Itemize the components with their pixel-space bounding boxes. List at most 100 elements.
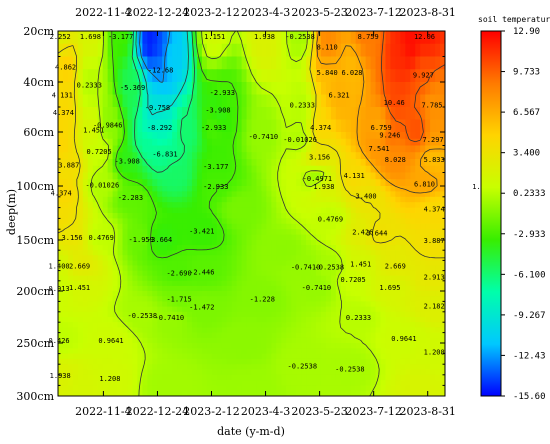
heatmap-cell — [172, 172, 178, 180]
heatmap-cell — [127, 306, 134, 313]
heatmap-cell — [425, 337, 431, 344]
heatmap-cell — [196, 186, 203, 192]
heatmap-cell — [385, 69, 392, 83]
heatmap-cell — [87, 270, 94, 277]
heatmap-cell — [330, 31, 337, 45]
heatmap-cell — [226, 369, 233, 376]
heatmap-cell — [142, 145, 148, 153]
heatmap-cell — [415, 380, 421, 386]
heatmap-cell — [306, 327, 312, 334]
heatmap-cell — [157, 301, 163, 308]
heatmap-cell — [306, 380, 312, 386]
heatmap-cell — [261, 255, 267, 261]
colorbar-tick-label: 0.2333 — [513, 189, 546, 199]
heatmap-cell — [395, 172, 401, 180]
heatmap-cell — [216, 260, 223, 267]
heatmap-cell — [330, 306, 337, 313]
heatmap-cell — [162, 255, 168, 261]
heatmap-cell — [335, 265, 342, 272]
heatmap-cell — [400, 94, 406, 108]
heatmap-cell — [415, 317, 421, 323]
heatmap-cell — [107, 296, 114, 302]
heatmap-cell — [127, 31, 134, 45]
heatmap-cell — [102, 337, 109, 344]
heatmap-cell — [77, 145, 84, 153]
heatmap-cell — [276, 390, 282, 396]
heatmap-cell — [112, 165, 119, 174]
heatmap-cell — [440, 207, 445, 214]
heatmap-cell — [246, 223, 253, 230]
heatmap-cell — [137, 275, 143, 282]
heatmap-cell — [385, 369, 392, 376]
contour-label: -3.664 — [147, 236, 172, 244]
contour-line — [58, 31, 445, 259]
heatmap-cell — [261, 322, 267, 328]
heatmap-cell — [400, 291, 406, 297]
heatmap-cell — [370, 317, 377, 323]
heatmap-cell — [92, 255, 99, 261]
heatmap-cell — [425, 94, 431, 108]
heatmap-cell — [246, 145, 253, 153]
heatmap-cell — [246, 301, 253, 308]
heatmap-cell — [365, 358, 372, 365]
heatmap-cell — [320, 132, 327, 140]
heatmap-cell — [256, 213, 263, 219]
heatmap-cell — [425, 56, 431, 70]
heatmap-cell — [266, 202, 272, 209]
heatmap-cell — [390, 291, 396, 297]
colorbar-gradient — [480, 30, 502, 397]
heatmap-cell — [196, 202, 203, 209]
heatmap-cell — [122, 145, 129, 153]
heatmap-cell — [177, 380, 183, 386]
heatmap-cell — [291, 196, 297, 203]
heatmap-cell — [67, 56, 74, 70]
heatmap-cell — [425, 260, 431, 267]
heatmap-cell — [221, 390, 228, 396]
heatmap-cell — [97, 385, 104, 392]
heatmap-cell — [231, 390, 238, 396]
heatmap-cell — [127, 179, 134, 187]
heatmap-cell — [206, 322, 213, 328]
heatmap-cell — [187, 132, 193, 140]
heatmap-cell — [211, 369, 218, 376]
heatmap-cell — [355, 245, 362, 251]
heatmap-cell — [246, 82, 253, 96]
heatmap-cell — [425, 145, 431, 153]
heatmap-cell — [266, 132, 272, 140]
heatmap-cell — [97, 202, 104, 209]
heatmap-cell — [251, 179, 258, 187]
heatmap-cell — [122, 107, 129, 121]
heatmap-cell — [137, 207, 143, 214]
heatmap-cell — [87, 374, 94, 381]
heatmap-cell — [196, 390, 203, 396]
heatmap-cell — [62, 306, 69, 313]
heatmap-cell — [72, 343, 79, 349]
heatmap-cell — [405, 337, 411, 344]
heatmap-cell — [440, 348, 445, 355]
heatmap-cell — [276, 285, 282, 292]
heatmap-cell — [410, 191, 416, 198]
heatmap-cell — [410, 364, 416, 371]
heatmap-cell — [251, 145, 258, 153]
heatmap-cell — [281, 159, 287, 167]
heatmap-cell — [375, 306, 382, 313]
heatmap-cell — [395, 186, 401, 192]
heatmap-cell — [281, 234, 287, 241]
contour-label: 1.451 — [83, 127, 104, 135]
heatmap-cell — [271, 145, 277, 153]
heatmap-cell — [425, 327, 431, 334]
heatmap-cell — [316, 270, 322, 277]
heatmap-cell — [291, 374, 297, 381]
heatmap-cell — [410, 138, 416, 147]
heatmap-cell — [97, 369, 104, 376]
heatmap-cell — [152, 240, 158, 246]
heatmap-cell — [72, 265, 79, 272]
contour-label: 2.252 — [50, 33, 71, 41]
heatmap-cell — [355, 207, 362, 214]
heatmap-cell — [311, 240, 317, 246]
heatmap-cell — [92, 364, 99, 371]
heatmap-cell — [335, 196, 342, 203]
heatmap-cell — [350, 159, 357, 167]
heatmap-cell — [430, 285, 436, 292]
heatmap-cell — [420, 270, 426, 277]
